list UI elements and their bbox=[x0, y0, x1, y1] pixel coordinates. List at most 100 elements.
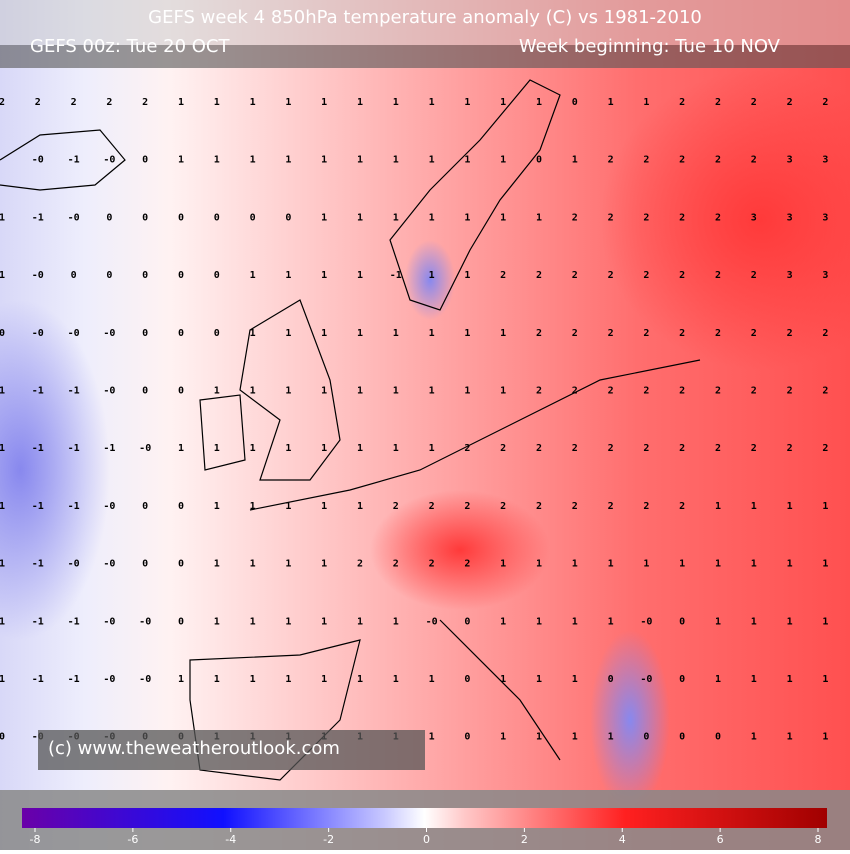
title: GEFS week 4 850hPa temperature anomaly (… bbox=[148, 7, 702, 28]
grid-value: -0 bbox=[68, 328, 80, 339]
grid-value: 1 bbox=[0, 386, 5, 397]
grid-value: 1 bbox=[536, 212, 542, 223]
grid-value: 1 bbox=[393, 616, 399, 627]
grid-value: -0 bbox=[68, 212, 80, 223]
grid-value: 2 bbox=[679, 212, 685, 223]
grid-value: 2 bbox=[393, 501, 399, 512]
grid-value: 1 bbox=[464, 270, 470, 281]
grid-value: -0 bbox=[103, 386, 115, 397]
grid-value: 2 bbox=[464, 559, 470, 570]
grid-value: 1 bbox=[643, 559, 649, 570]
grid-value: 1 bbox=[715, 501, 721, 512]
grid-value: 1 bbox=[321, 386, 327, 397]
grid-value: -0 bbox=[32, 270, 44, 281]
grid-value: 1 bbox=[393, 386, 399, 397]
grid-value: -1 bbox=[103, 443, 115, 454]
grid-value: 1 bbox=[321, 501, 327, 512]
grid-value: 1 bbox=[500, 97, 506, 108]
grid-value: 2 bbox=[464, 443, 470, 454]
grid-value: 2 bbox=[822, 386, 828, 397]
grid-value: -0 bbox=[103, 328, 115, 339]
grid-value: 1 bbox=[429, 732, 435, 743]
grid-value: 2 bbox=[787, 443, 793, 454]
grid-value: 2 bbox=[500, 270, 506, 281]
grid-value: 2 bbox=[357, 559, 363, 570]
grid-value: 1 bbox=[321, 270, 327, 281]
grid-value: 2 bbox=[608, 386, 614, 397]
grid-value: -0 bbox=[68, 559, 80, 570]
grid-value: 0 bbox=[608, 674, 614, 685]
run-label: GEFS 00z: Tue 20 OCT bbox=[30, 36, 230, 57]
grid-value: 2 bbox=[751, 443, 757, 454]
grid-value: 1 bbox=[464, 328, 470, 339]
grid-value: 3 bbox=[822, 155, 828, 166]
grid-value: 0 bbox=[572, 97, 578, 108]
grid-value: 1 bbox=[751, 616, 757, 627]
grid-value: 1 bbox=[214, 501, 220, 512]
grid-value: 2 bbox=[751, 328, 757, 339]
grid-value: -0 bbox=[103, 674, 115, 685]
grid-value: 2 bbox=[643, 212, 649, 223]
grid-value: 1 bbox=[357, 155, 363, 166]
grid-value: 1 bbox=[250, 559, 256, 570]
grid-value: 2 bbox=[715, 270, 721, 281]
grid-value: 2 bbox=[715, 212, 721, 223]
grid-value: 0 bbox=[679, 616, 685, 627]
cold-anomaly bbox=[405, 240, 455, 320]
grid-value: 1 bbox=[500, 386, 506, 397]
grid-value: 1 bbox=[357, 674, 363, 685]
grid-value: 0 bbox=[464, 674, 470, 685]
grid-value: 1 bbox=[822, 674, 828, 685]
grid-value: -1 bbox=[32, 501, 44, 512]
grid-value: 2 bbox=[572, 443, 578, 454]
grid-value: 1 bbox=[357, 97, 363, 108]
grid-value: 1 bbox=[0, 270, 5, 281]
grid-value: 0 bbox=[178, 386, 184, 397]
grid-value: 1 bbox=[0, 443, 5, 454]
colorbar-tick-label: 2 bbox=[521, 833, 528, 846]
subtitle-band bbox=[0, 45, 850, 68]
grid-value: -1 bbox=[390, 270, 402, 281]
grid-value: 1 bbox=[787, 616, 793, 627]
grid-value: 0 bbox=[178, 212, 184, 223]
grid-value: 2 bbox=[500, 501, 506, 512]
grid-value: 0 bbox=[178, 328, 184, 339]
grid-value: 1 bbox=[787, 732, 793, 743]
cold-anomaly bbox=[0, 300, 110, 640]
grid-value: -1 bbox=[68, 443, 80, 454]
grid-value: 1 bbox=[715, 559, 721, 570]
grid-value: 1 bbox=[250, 155, 256, 166]
grid-value: 1 bbox=[608, 97, 614, 108]
grid-value: 0 bbox=[178, 501, 184, 512]
grid-value: 3 bbox=[822, 212, 828, 223]
grid-value: 1 bbox=[500, 328, 506, 339]
grid-value: 1 bbox=[250, 501, 256, 512]
grid-value: 1 bbox=[429, 386, 435, 397]
grid-value: 1 bbox=[464, 212, 470, 223]
grid-value: 2 bbox=[536, 443, 542, 454]
grid-value: 1 bbox=[285, 501, 291, 512]
grid-value: 2 bbox=[679, 155, 685, 166]
grid-value: -0 bbox=[139, 674, 151, 685]
grid-value: 2 bbox=[393, 559, 399, 570]
grid-value: 1 bbox=[500, 155, 506, 166]
grid-value: 0 bbox=[142, 501, 148, 512]
grid-value: 1 bbox=[285, 328, 291, 339]
grid-value: 1 bbox=[572, 674, 578, 685]
grid-value: 1 bbox=[822, 616, 828, 627]
grid-value: 1 bbox=[608, 616, 614, 627]
colorbar-tick-label: 4 bbox=[619, 833, 626, 846]
grid-value: 1 bbox=[429, 97, 435, 108]
grid-value: 0 bbox=[0, 328, 5, 339]
grid-value: 1 bbox=[429, 328, 435, 339]
grid-value: 1 bbox=[178, 674, 184, 685]
grid-value: 2 bbox=[536, 501, 542, 512]
grid-value: 1 bbox=[178, 97, 184, 108]
grid-value: 1 bbox=[822, 501, 828, 512]
grid-value: 1 bbox=[500, 616, 506, 627]
grid-value: 1 bbox=[0, 212, 5, 223]
grid-value: 1 bbox=[285, 674, 291, 685]
grid-value: 1 bbox=[751, 501, 757, 512]
grid-value: 2 bbox=[572, 386, 578, 397]
